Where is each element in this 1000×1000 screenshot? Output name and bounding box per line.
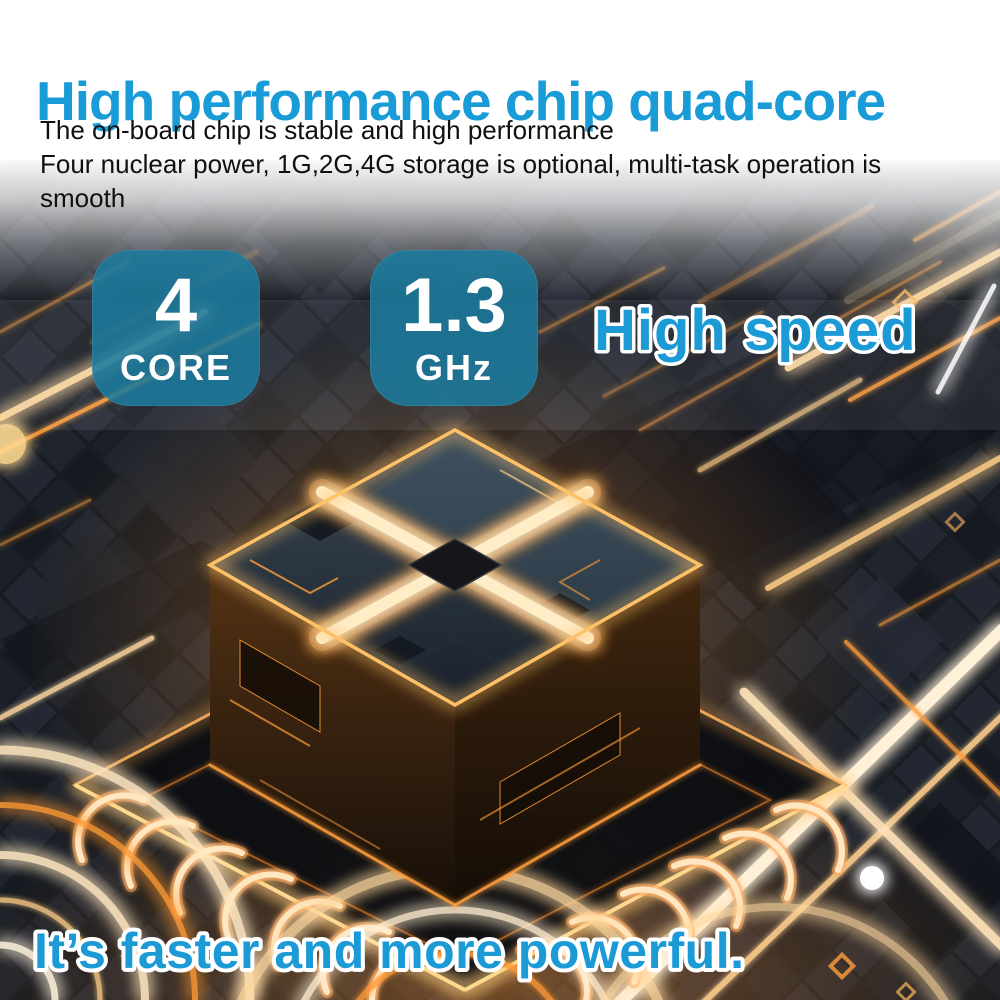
high-speed-label: High speed (594, 298, 917, 363)
subtitle-line-1: The on-board chip is stable and high per… (40, 115, 614, 145)
cube-edge-glow (206, 428, 704, 907)
tagline: It’s faster and more powerful. (34, 923, 745, 979)
clock-speed-value: 1.3 (401, 263, 507, 348)
subtitle: The on-board chip is stable and high per… (40, 113, 970, 215)
page-title: High performance chip quad-core (36, 69, 886, 132)
core-count-value: 4 (154, 263, 198, 348)
tagline-container: It’s faster and more powerful. (30, 919, 748, 983)
high-speed-label-container: High speed (591, 295, 920, 367)
clock-speed-badge: 1.3 GHz (370, 250, 538, 406)
core-count-label: CORE (119, 347, 232, 388)
fire-arcs (0, 745, 949, 1000)
clock-speed-label: GHz (415, 347, 493, 388)
core-count-badge: 4 CORE (92, 250, 260, 406)
subtitle-line-2: Four nuclear power, 1G,2G,4G storage is … (40, 149, 882, 213)
glowing-cube (206, 428, 704, 907)
cube-top-cross-glow (309, 479, 601, 651)
